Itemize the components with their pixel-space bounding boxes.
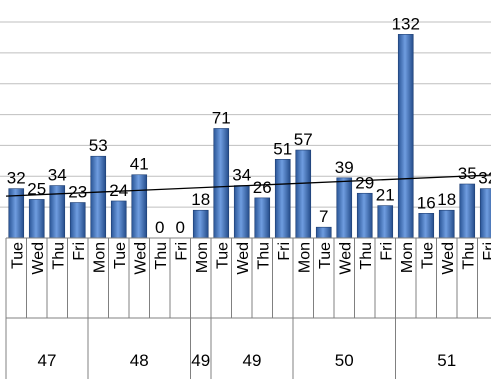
bar <box>192 209 209 239</box>
bar <box>397 34 414 239</box>
data-label: 34 <box>48 166 67 185</box>
data-label: 51 <box>273 139 292 158</box>
week-label: 47 <box>38 351 57 370</box>
category-label: Fri <box>173 242 190 261</box>
data-label: 23 <box>68 183 87 202</box>
category-label: Fri <box>481 242 491 261</box>
data-label: 16 <box>417 193 436 212</box>
category-label: Thu <box>153 242 170 270</box>
bar <box>69 202 86 239</box>
week-label: 49 <box>191 351 210 370</box>
data-label: 24 <box>109 181 128 200</box>
data-label: 25 <box>27 179 46 198</box>
bar <box>28 199 45 239</box>
category-label: Fri <box>378 242 395 261</box>
data-label: 18 <box>191 190 210 209</box>
data-label: 35 <box>458 164 477 183</box>
data-label: 71 <box>212 108 231 127</box>
category-label: Fri <box>276 242 293 261</box>
bar <box>479 188 491 239</box>
category-label: Thu <box>358 242 375 270</box>
data-label: 7 <box>319 207 328 226</box>
data-label: 39 <box>335 158 354 177</box>
category-label: Mon <box>194 242 211 273</box>
data-label: 34 <box>232 166 251 185</box>
bar <box>254 197 271 239</box>
category-label: Mon <box>296 242 313 273</box>
category-label: Tue <box>419 242 436 269</box>
data-label: 21 <box>376 186 395 205</box>
category-label: Wed <box>235 242 252 275</box>
bar <box>110 200 127 239</box>
data-label: 53 <box>89 136 108 155</box>
data-label: 29 <box>355 173 374 192</box>
gridlines <box>0 21 491 208</box>
data-label: 32 <box>478 169 491 188</box>
bar <box>90 155 107 239</box>
bar <box>438 209 455 239</box>
bar <box>274 159 291 239</box>
bar <box>459 183 476 239</box>
week-label: 51 <box>437 351 456 370</box>
bars <box>8 34 491 239</box>
bar <box>295 149 312 239</box>
bar <box>233 185 250 239</box>
category-label: Tue <box>112 242 129 269</box>
category-label: Tue <box>9 242 26 269</box>
data-label: 0 <box>155 218 164 237</box>
data-label: 32 <box>7 169 26 188</box>
bar <box>213 128 230 239</box>
category-label: Mon <box>91 242 108 273</box>
category-label: Thu <box>255 242 272 270</box>
bar <box>356 192 373 239</box>
bar <box>131 174 148 239</box>
category-label: Wed <box>337 242 354 275</box>
category-label: Thu <box>50 242 67 270</box>
category-label: Wed <box>30 242 47 275</box>
week-label: 50 <box>335 351 354 370</box>
category-label: Tue <box>214 242 231 269</box>
bar <box>315 226 332 239</box>
bar <box>336 177 353 239</box>
category-label: Fri <box>71 242 88 261</box>
data-label: 26 <box>253 178 272 197</box>
data-label: 57 <box>294 130 313 149</box>
data-label: 132 <box>392 14 420 33</box>
category-label: Mon <box>399 242 416 273</box>
category-label: Wed <box>132 242 149 275</box>
category-label: Thu <box>460 242 477 270</box>
data-label: 18 <box>437 190 456 209</box>
week-label: 48 <box>130 351 149 370</box>
data-label: 0 <box>176 218 185 237</box>
bar <box>377 205 394 239</box>
trendline-layer <box>5 174 491 197</box>
data-label: 41 <box>130 155 149 174</box>
category-axis: Tue Wed Thu Fri Mon Tue Wed Thu Fri Mon Tue Wed Thu F… <box>5 237 491 379</box>
bar <box>418 213 435 239</box>
week-label: 49 <box>243 351 262 370</box>
trendline <box>5 174 491 197</box>
category-label: Wed <box>440 242 457 275</box>
category-label: Tue <box>317 242 334 269</box>
